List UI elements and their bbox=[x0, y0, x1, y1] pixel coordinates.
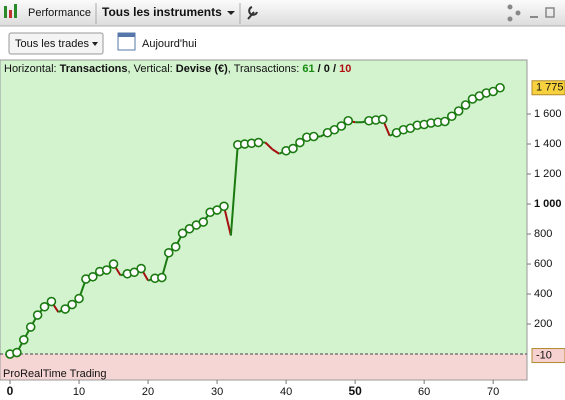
info-segment: 0 bbox=[324, 63, 330, 75]
equity-segment bbox=[229, 144, 239, 236]
instrument-dropdown[interactable]: Tous les instruments bbox=[102, 5, 222, 19]
winning-trade bbox=[253, 137, 264, 148]
info-segment: Devise (€) bbox=[176, 63, 228, 75]
winning-trade bbox=[136, 263, 146, 274]
winning-trade bbox=[177, 228, 188, 239]
dropdown-arrow bbox=[227, 11, 235, 15]
y-tick-label: 1 600 bbox=[534, 108, 562, 120]
winning-trade bbox=[308, 131, 319, 142]
y-tick-label: 1 200 bbox=[534, 168, 562, 180]
winning-trade bbox=[377, 114, 388, 125]
winning-trade bbox=[163, 247, 174, 258]
y-tick-label: 1 000 bbox=[534, 198, 562, 210]
x-tick-label: 40 bbox=[280, 386, 292, 398]
info-segment: , Transactions: bbox=[228, 63, 303, 75]
y-tick-label: 800 bbox=[534, 228, 552, 240]
info-segment: / bbox=[330, 63, 339, 75]
y-tick-label: 200 bbox=[534, 318, 552, 330]
winning-trade bbox=[101, 265, 112, 275]
app-icon-bar bbox=[14, 4, 17, 18]
winning-trade bbox=[460, 100, 471, 110]
y-tick-label: 1 400 bbox=[534, 138, 562, 150]
x-tick-label: 70 bbox=[487, 386, 499, 398]
winning-trade bbox=[19, 334, 29, 345]
winning-trade bbox=[336, 121, 347, 131]
info-segment: 61 bbox=[302, 63, 314, 75]
info-segment: Horizontal: bbox=[4, 63, 60, 75]
winning-trade bbox=[198, 217, 209, 227]
value-badge bbox=[531, 80, 565, 96]
maximize-button[interactable] bbox=[545, 7, 555, 18]
settings-icon[interactable] bbox=[247, 6, 258, 20]
winning-trade bbox=[453, 106, 464, 116]
winning-trade bbox=[88, 271, 98, 282]
winning-trade bbox=[25, 322, 36, 332]
winning-trade bbox=[495, 82, 505, 93]
toolbar bbox=[0, 0, 565, 26]
winning-trade bbox=[67, 299, 77, 310]
x-tick-label: 50 bbox=[348, 384, 362, 398]
equity-segment bbox=[223, 206, 232, 236]
winning-trade bbox=[60, 304, 71, 314]
plot-area-negative bbox=[0, 354, 527, 380]
value-badge-label: 1 775 bbox=[536, 82, 564, 94]
winning-trade bbox=[219, 201, 229, 212]
winning-trade bbox=[157, 272, 167, 283]
info-segment: / bbox=[315, 63, 324, 75]
winning-trade bbox=[343, 115, 354, 126]
equity-segment bbox=[271, 148, 280, 155]
calendar-icon-top bbox=[118, 33, 135, 37]
winning-trade bbox=[39, 301, 50, 312]
footer-brand: ProRealTime Trading bbox=[3, 368, 107, 380]
app-icon bbox=[4, 6, 7, 18]
info-segment: 10 bbox=[339, 63, 351, 75]
info-segment: , Vertical: bbox=[128, 63, 176, 75]
x-tick-label: 20 bbox=[142, 386, 154, 398]
winning-trade bbox=[446, 111, 457, 122]
winning-trade bbox=[32, 310, 43, 320]
winning-trade bbox=[295, 137, 305, 148]
equity-segment bbox=[264, 141, 273, 150]
value-badge bbox=[531, 348, 565, 364]
info-segment: Transactions bbox=[60, 63, 128, 75]
x-tick-label: 60 bbox=[418, 386, 430, 398]
y-tick-label: 400 bbox=[534, 288, 552, 300]
winning-trade bbox=[46, 296, 57, 307]
period-label[interactable]: Aujourd'hui bbox=[142, 38, 197, 50]
winning-trade bbox=[12, 347, 22, 358]
share-icon-dot bbox=[515, 10, 521, 16]
x-tick-label: 0 bbox=[7, 384, 14, 398]
winning-trade bbox=[288, 143, 298, 154]
winning-trade bbox=[170, 241, 181, 252]
app-icon-bar bbox=[9, 10, 12, 18]
tab-performance[interactable]: Performance bbox=[28, 7, 91, 19]
share-icon[interactable] bbox=[507, 4, 513, 10]
x-tick-label: 10 bbox=[73, 386, 85, 398]
value-badge-label: -10 bbox=[536, 349, 552, 361]
x-tick-label: 30 bbox=[211, 386, 223, 398]
winning-trade bbox=[440, 116, 450, 127]
chart-info: Horizontal: Transactions, Vertical: Devi… bbox=[4, 63, 351, 75]
winning-trade bbox=[108, 259, 119, 269]
plot-area-positive bbox=[0, 60, 527, 355]
trades-dropdown-label: Tous les trades bbox=[15, 38, 89, 50]
dropdown-arrow bbox=[92, 42, 98, 46]
winning-trade bbox=[74, 293, 84, 304]
plot-border bbox=[0, 59, 528, 381]
share-icon-dot bbox=[507, 16, 513, 22]
y-tick-label: 600 bbox=[534, 258, 552, 270]
trades-dropdown[interactable] bbox=[8, 32, 104, 55]
